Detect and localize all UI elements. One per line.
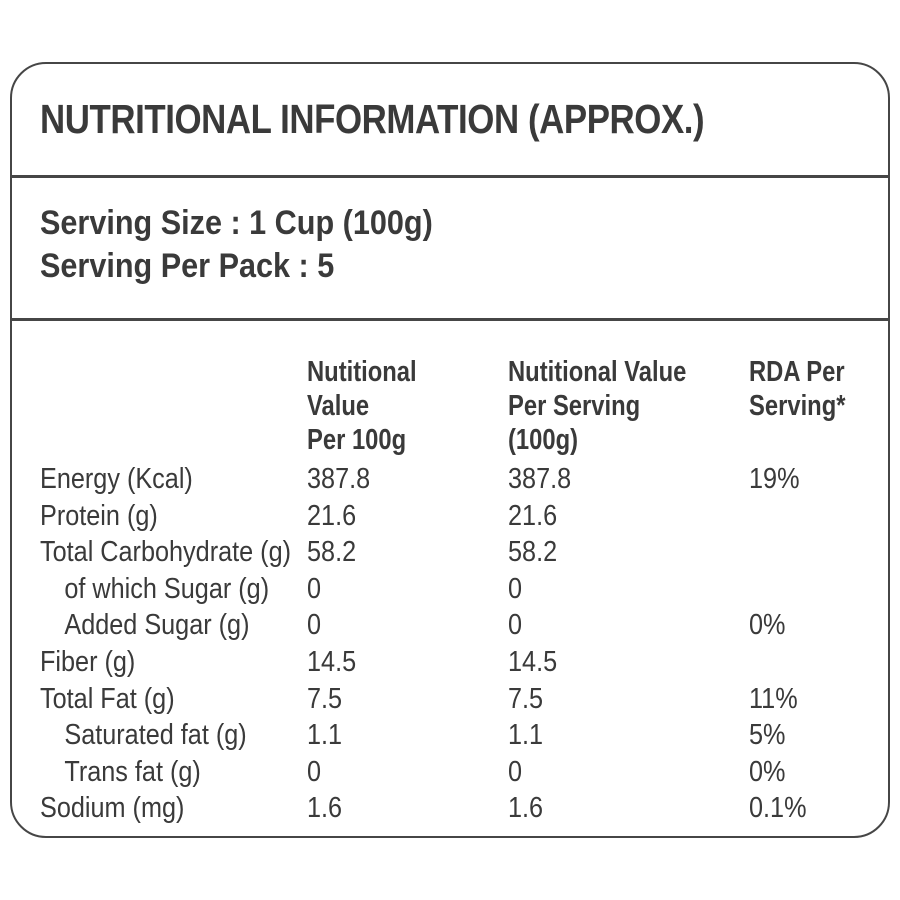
row-value-per-serving: 58.2 <box>508 536 558 569</box>
column-header-per-100g: Nutitional Value Per 100g <box>307 356 417 456</box>
row-value-per-100g: 21.6 <box>307 499 357 532</box>
column-header-rda: RDA Per Serving* <box>749 356 846 422</box>
row-value-rda: 11% <box>749 682 798 715</box>
serving-size-line: Serving Size : 1 Cup (100g) <box>40 204 433 242</box>
row-label-protein: Protein (g) <box>40 499 158 532</box>
row-value-rda <box>749 534 859 571</box>
nutrition-table: Nutitional Value Per 100g Nutitional Val… <box>40 355 876 827</box>
row-value-rda: 19% <box>749 463 800 495</box>
row-label-energy: Energy (Kcal) <box>40 463 193 495</box>
row-label-sodium: Sodium (mg) <box>40 792 185 825</box>
row-value-per-serving: 21.6 <box>508 499 558 532</box>
row-value-per-serving: 387.8 <box>508 463 572 495</box>
page-title: NUTRITIONAL INFORMATION (APPROX.) <box>40 96 705 142</box>
row-value-rda: 5% <box>749 719 786 752</box>
row-value-rda: 0% <box>749 609 786 642</box>
serving-info-section: Serving Size : 1 Cup (100g) Serving Per … <box>12 178 888 321</box>
row-value-per-100g: 0 <box>307 755 322 788</box>
nutrition-table-section: Nutitional Value Per 100g Nutitional Val… <box>12 321 888 827</box>
row-label-total-fat: Total Fat (g) <box>40 682 175 715</box>
row-value-rda <box>749 571 859 608</box>
row-value-rda <box>749 644 859 681</box>
row-label-trans-fat: Trans fat (g) <box>64 755 201 788</box>
row-value-per-100g: 387.8 <box>307 463 371 495</box>
row-label-of-which-sugar: of which Sugar (g) <box>64 572 270 605</box>
nutrition-label-panel: NUTRITIONAL INFORMATION (APPROX.) Servin… <box>10 62 890 838</box>
row-value-per-100g: 1.1 <box>307 719 343 752</box>
row-value-per-serving: 14.5 <box>508 645 558 678</box>
row-value-per-serving: 1.1 <box>508 719 544 752</box>
row-value-per-100g: 1.6 <box>307 792 343 825</box>
row-value-per-serving: 0 <box>508 572 523 605</box>
row-value-rda <box>749 498 859 535</box>
row-value-per-100g: 14.5 <box>307 645 357 678</box>
row-value-per-serving: 1.6 <box>508 792 544 825</box>
row-label-added-sugar: Added Sugar (g) <box>64 609 250 642</box>
column-header-nutrient <box>40 355 259 461</box>
row-label-total-carbohydrate: Total Carbohydrate (g) <box>40 536 292 569</box>
row-value-per-100g: 0 <box>307 572 322 605</box>
row-value-per-100g: 7.5 <box>307 682 343 715</box>
row-label-fiber: Fiber (g) <box>40 645 136 678</box>
nutrition-title-section: NUTRITIONAL INFORMATION (APPROX.) <box>12 64 888 178</box>
row-label-saturated-fat: Saturated fat (g) <box>64 719 247 752</box>
row-value-per-100g: 0 <box>307 609 322 642</box>
row-value-per-serving: 7.5 <box>508 682 544 715</box>
row-value-per-serving: 0 <box>508 755 523 788</box>
row-value-per-100g: 58.2 <box>307 536 357 569</box>
serving-per-pack-line: Serving Per Pack : 5 <box>40 247 335 285</box>
row-value-rda: 0% <box>749 755 786 788</box>
column-header-per-serving: Nutitional Value Per Serving (100g) <box>508 356 687 456</box>
row-value-rda: 0.1% <box>749 792 807 825</box>
row-value-per-serving: 0 <box>508 609 523 642</box>
